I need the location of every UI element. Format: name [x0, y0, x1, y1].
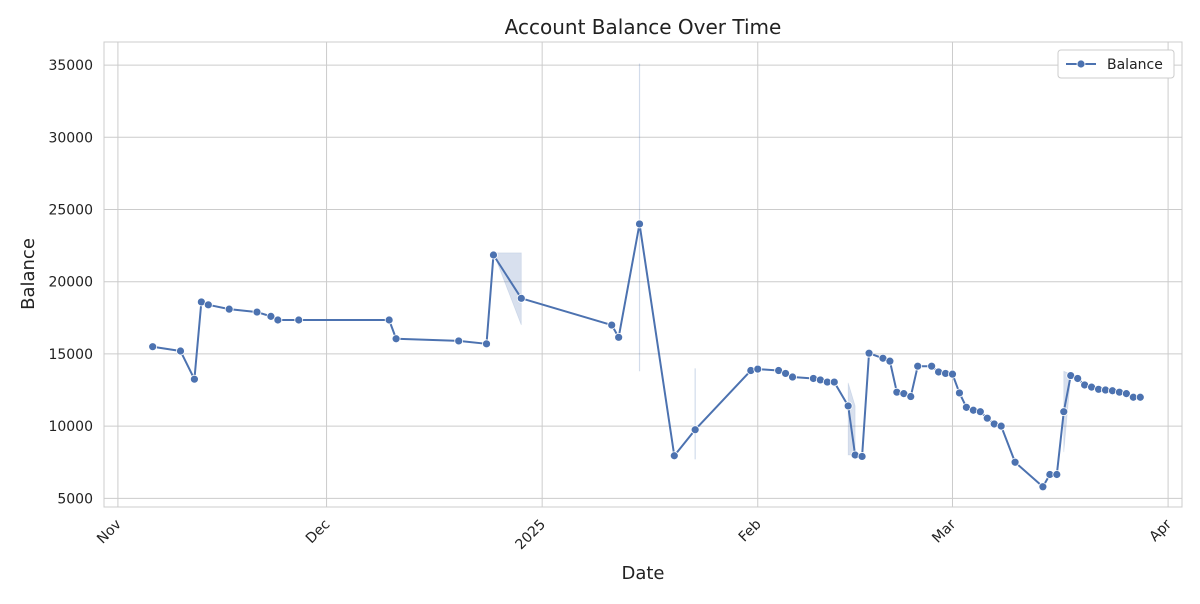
- data-point: [148, 342, 158, 352]
- data-point: [913, 361, 923, 371]
- chart-title: Account Balance Over Time: [505, 15, 782, 39]
- y-tick-labels: 5000 10000 15000 20000 25000 30000 35000: [48, 58, 93, 507]
- data-point: [843, 401, 853, 411]
- data-point: [781, 369, 790, 378]
- data-point: [864, 348, 874, 358]
- y-axis-label: Balance: [18, 238, 39, 310]
- data-point: [273, 315, 283, 325]
- data-point: [885, 356, 895, 366]
- data-point: [948, 369, 957, 379]
- data-point: [203, 300, 213, 310]
- data-point: [294, 315, 304, 325]
- data-point: [252, 307, 262, 317]
- x-tick-label: Feb: [736, 516, 765, 545]
- plot-area: [103, 41, 1183, 508]
- data-point: [489, 250, 498, 260]
- y-tick-label: 15000: [48, 347, 93, 363]
- data-point: [829, 377, 839, 387]
- legend-label-balance: Balance: [1107, 57, 1163, 73]
- data-point: [454, 336, 464, 346]
- data-point: [635, 219, 644, 229]
- data-point: [857, 452, 867, 461]
- confidence-band: [492, 252, 522, 326]
- data-point: [176, 346, 185, 356]
- confidence-bands: [492, 63, 1072, 460]
- data-point: [1059, 407, 1069, 417]
- y-tick-label: 25000: [48, 203, 93, 219]
- data-point: [516, 293, 526, 303]
- data-point: [190, 374, 199, 384]
- x-tick-label: Nov: [94, 517, 125, 548]
- data-point: [384, 315, 394, 325]
- data-point: [1038, 482, 1048, 492]
- data-point: [607, 320, 617, 330]
- x-gridlines: [117, 42, 1169, 507]
- data-point: [614, 332, 624, 342]
- data-point: [982, 413, 992, 423]
- data-point: [1121, 389, 1131, 399]
- data-point: [975, 407, 985, 417]
- data-point: [996, 421, 1006, 431]
- data-point: [1010, 457, 1020, 467]
- x-tick-label: Dec: [303, 517, 333, 547]
- data-point: [391, 334, 401, 344]
- legend-marker-swatch: [1076, 59, 1086, 69]
- data-point: [753, 364, 763, 374]
- y-tick-label: 35000: [48, 58, 93, 74]
- data-point: [955, 388, 964, 398]
- y-tick-label: 10000: [48, 419, 93, 435]
- y-tick-label: 5000: [57, 491, 93, 507]
- data-point: [669, 451, 679, 461]
- data-point: [482, 339, 491, 349]
- data-point: [788, 372, 797, 382]
- x-tick-label: Apr: [1146, 516, 1175, 545]
- legend: Balance: [1057, 49, 1175, 79]
- y-tick-label: 30000: [48, 130, 93, 146]
- data-point: [690, 425, 700, 435]
- data-point: [1073, 374, 1083, 383]
- x-tick-label: 2025: [512, 517, 549, 554]
- x-tick-label: Mar: [929, 516, 959, 546]
- data-point: [1135, 392, 1145, 402]
- data-point: [266, 311, 276, 321]
- legend-box: [1057, 49, 1175, 79]
- data-point: [906, 392, 916, 401]
- x-tick-labels: Nov Dec 2025 Feb Mar Apr: [94, 516, 1175, 553]
- data-point: [927, 361, 937, 371]
- y-tick-label: 20000: [48, 275, 93, 291]
- x-axis-label: Date: [621, 563, 664, 584]
- y-gridlines: [104, 64, 1182, 499]
- series-group: [148, 219, 1145, 492]
- data-point: [224, 304, 234, 314]
- data-point: [1052, 470, 1062, 479]
